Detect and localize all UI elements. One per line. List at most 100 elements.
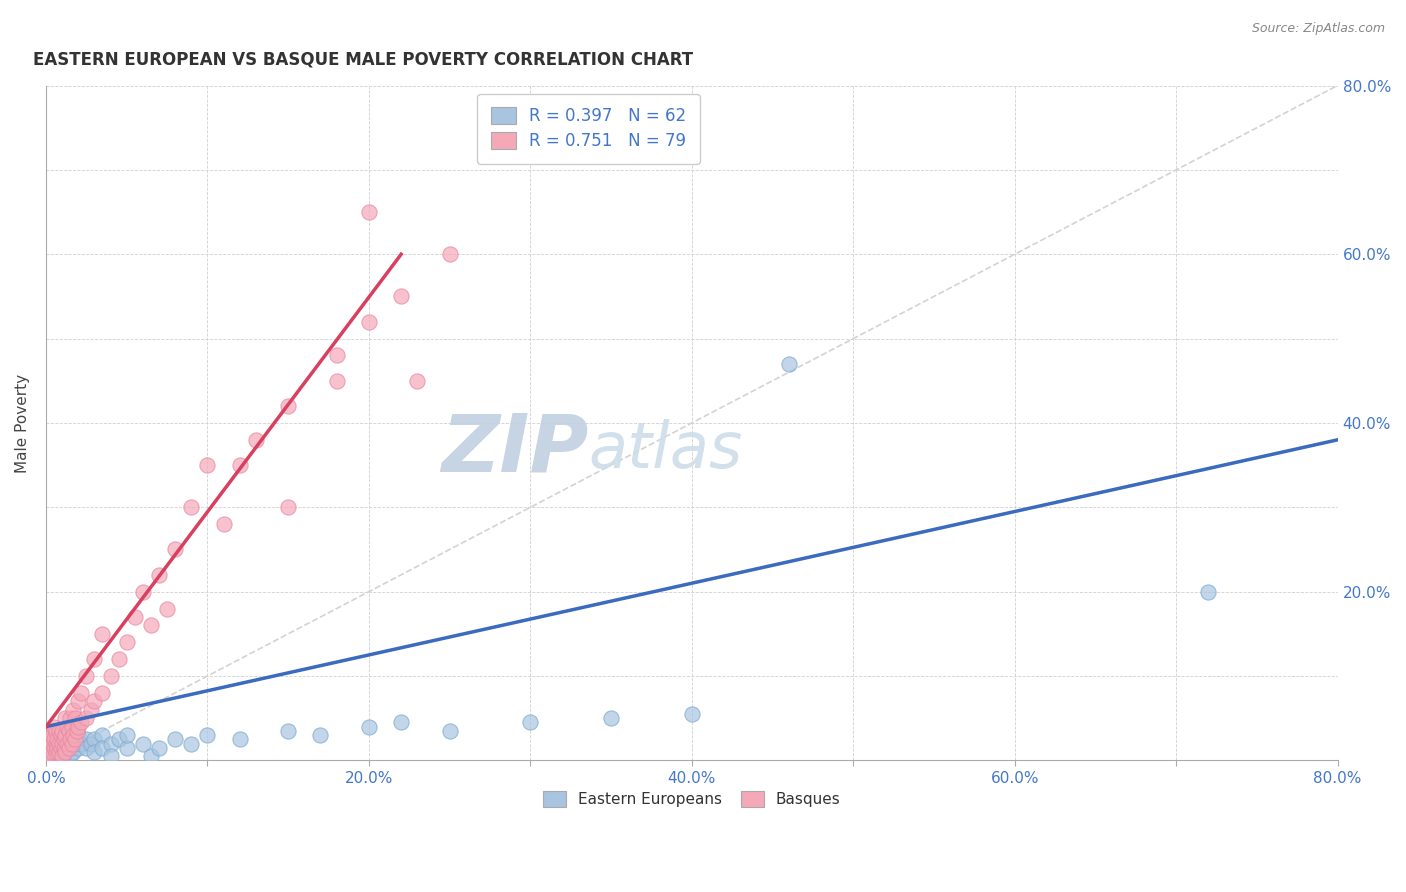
Point <box>91 728 114 742</box>
Point <box>63 711 86 725</box>
Point <box>62 745 84 759</box>
Point <box>45 745 67 759</box>
Point <box>53 728 76 742</box>
Point <box>277 500 299 515</box>
Point <box>38 728 60 742</box>
Point <box>439 723 461 738</box>
Point <box>156 601 179 615</box>
Point <box>58 723 80 738</box>
Point <box>80 737 103 751</box>
Point <box>52 737 75 751</box>
Point <box>325 374 347 388</box>
Point <box>41 749 63 764</box>
Point <box>56 740 79 755</box>
Point <box>59 740 82 755</box>
Point <box>212 517 235 532</box>
Point <box>83 745 105 759</box>
Point <box>62 703 84 717</box>
Point <box>389 715 412 730</box>
Point <box>406 374 429 388</box>
Point <box>180 737 202 751</box>
Point <box>180 500 202 515</box>
Point <box>48 737 70 751</box>
Point <box>46 749 69 764</box>
Point <box>37 749 59 764</box>
Point <box>63 732 86 747</box>
Point <box>42 740 65 755</box>
Point <box>132 584 155 599</box>
Point <box>49 740 72 755</box>
Point <box>107 652 129 666</box>
Point <box>39 749 62 764</box>
Point <box>38 737 60 751</box>
Point <box>309 728 332 742</box>
Point <box>59 728 82 742</box>
Point <box>228 732 250 747</box>
Point <box>67 728 90 742</box>
Point <box>52 740 75 755</box>
Text: atlas: atlas <box>589 419 742 481</box>
Point <box>197 458 219 472</box>
Point <box>52 732 75 747</box>
Point <box>357 205 380 219</box>
Point <box>67 694 90 708</box>
Point <box>228 458 250 472</box>
Point <box>48 728 70 742</box>
Point <box>59 749 82 764</box>
Point <box>51 740 73 755</box>
Point <box>115 728 138 742</box>
Point <box>48 745 70 759</box>
Point <box>91 686 114 700</box>
Point <box>60 737 83 751</box>
Point <box>49 732 72 747</box>
Point <box>46 740 69 755</box>
Point <box>42 720 65 734</box>
Point <box>66 723 89 738</box>
Point <box>100 737 122 751</box>
Point <box>67 720 90 734</box>
Point <box>62 728 84 742</box>
Text: Source: ZipAtlas.com: Source: ZipAtlas.com <box>1251 22 1385 36</box>
Point <box>107 732 129 747</box>
Point <box>58 740 80 755</box>
Point <box>53 711 76 725</box>
Point <box>91 740 114 755</box>
Point <box>49 740 72 755</box>
Point <box>277 723 299 738</box>
Point <box>75 669 97 683</box>
Point <box>59 711 82 725</box>
Point <box>45 723 67 738</box>
Point <box>165 542 187 557</box>
Point <box>53 745 76 759</box>
Point <box>53 745 76 759</box>
Point <box>60 720 83 734</box>
Point <box>41 745 63 759</box>
Point <box>80 703 103 717</box>
Point <box>139 618 162 632</box>
Point <box>70 737 93 751</box>
Point <box>778 357 800 371</box>
Point <box>60 737 83 751</box>
Point <box>38 749 60 764</box>
Point <box>389 289 412 303</box>
Point <box>115 740 138 755</box>
Point <box>56 732 79 747</box>
Legend: Eastern Europeans, Basques: Eastern Europeans, Basques <box>537 785 846 814</box>
Point <box>132 737 155 751</box>
Point <box>56 737 79 751</box>
Point <box>51 732 73 747</box>
Point <box>49 728 72 742</box>
Point <box>148 567 170 582</box>
Point <box>39 740 62 755</box>
Point <box>67 740 90 755</box>
Point <box>83 694 105 708</box>
Point <box>48 723 70 738</box>
Text: EASTERN EUROPEAN VS BASQUE MALE POVERTY CORRELATION CHART: EASTERN EUROPEAN VS BASQUE MALE POVERTY … <box>34 51 693 69</box>
Point <box>38 745 60 759</box>
Point <box>70 686 93 700</box>
Point <box>45 737 67 751</box>
Point <box>63 732 86 747</box>
Point <box>42 740 65 755</box>
Point <box>600 711 623 725</box>
Point <box>148 740 170 755</box>
